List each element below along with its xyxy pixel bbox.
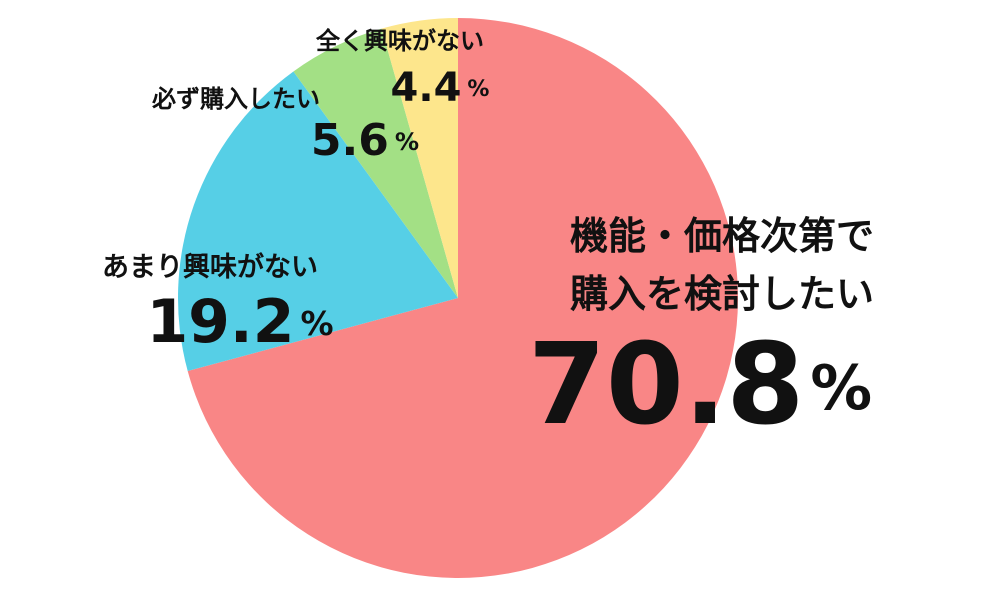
pie-slice [187, 18, 739, 579]
category-line: 必ず購入したい [152, 85, 320, 113]
value-unit: % [395, 128, 419, 156]
value-number: 70.8 [528, 320, 804, 450]
category-line: あまり興味がない [102, 251, 318, 283]
value-unit: % [300, 304, 333, 343]
value-label: 70.8% [528, 320, 872, 450]
category-line: 全く興味がない [315, 27, 484, 55]
pie-slice [293, 28, 458, 298]
category-line: 機能・価格次第で [570, 214, 874, 258]
category-label: あまり興味がない [102, 251, 318, 283]
value-number: 19.2 [146, 287, 294, 357]
value-unit: % [810, 352, 872, 424]
pie-slice [178, 71, 459, 372]
category-line: 購入を検討したい [570, 272, 874, 316]
category-label: 必ず購入したい [152, 85, 320, 113]
category-label: 全く興味がない [315, 27, 484, 55]
category-label: 機能・価格次第で購入を検討したい [570, 214, 874, 316]
value-label: 19.2% [146, 287, 333, 357]
value-unit: % [467, 77, 489, 102]
value-label: 5.6% [311, 115, 419, 166]
pie-slice [381, 18, 458, 298]
value-label: 4.4% [391, 65, 490, 111]
value-number: 4.4 [391, 65, 462, 111]
value-number: 5.6 [311, 115, 389, 166]
